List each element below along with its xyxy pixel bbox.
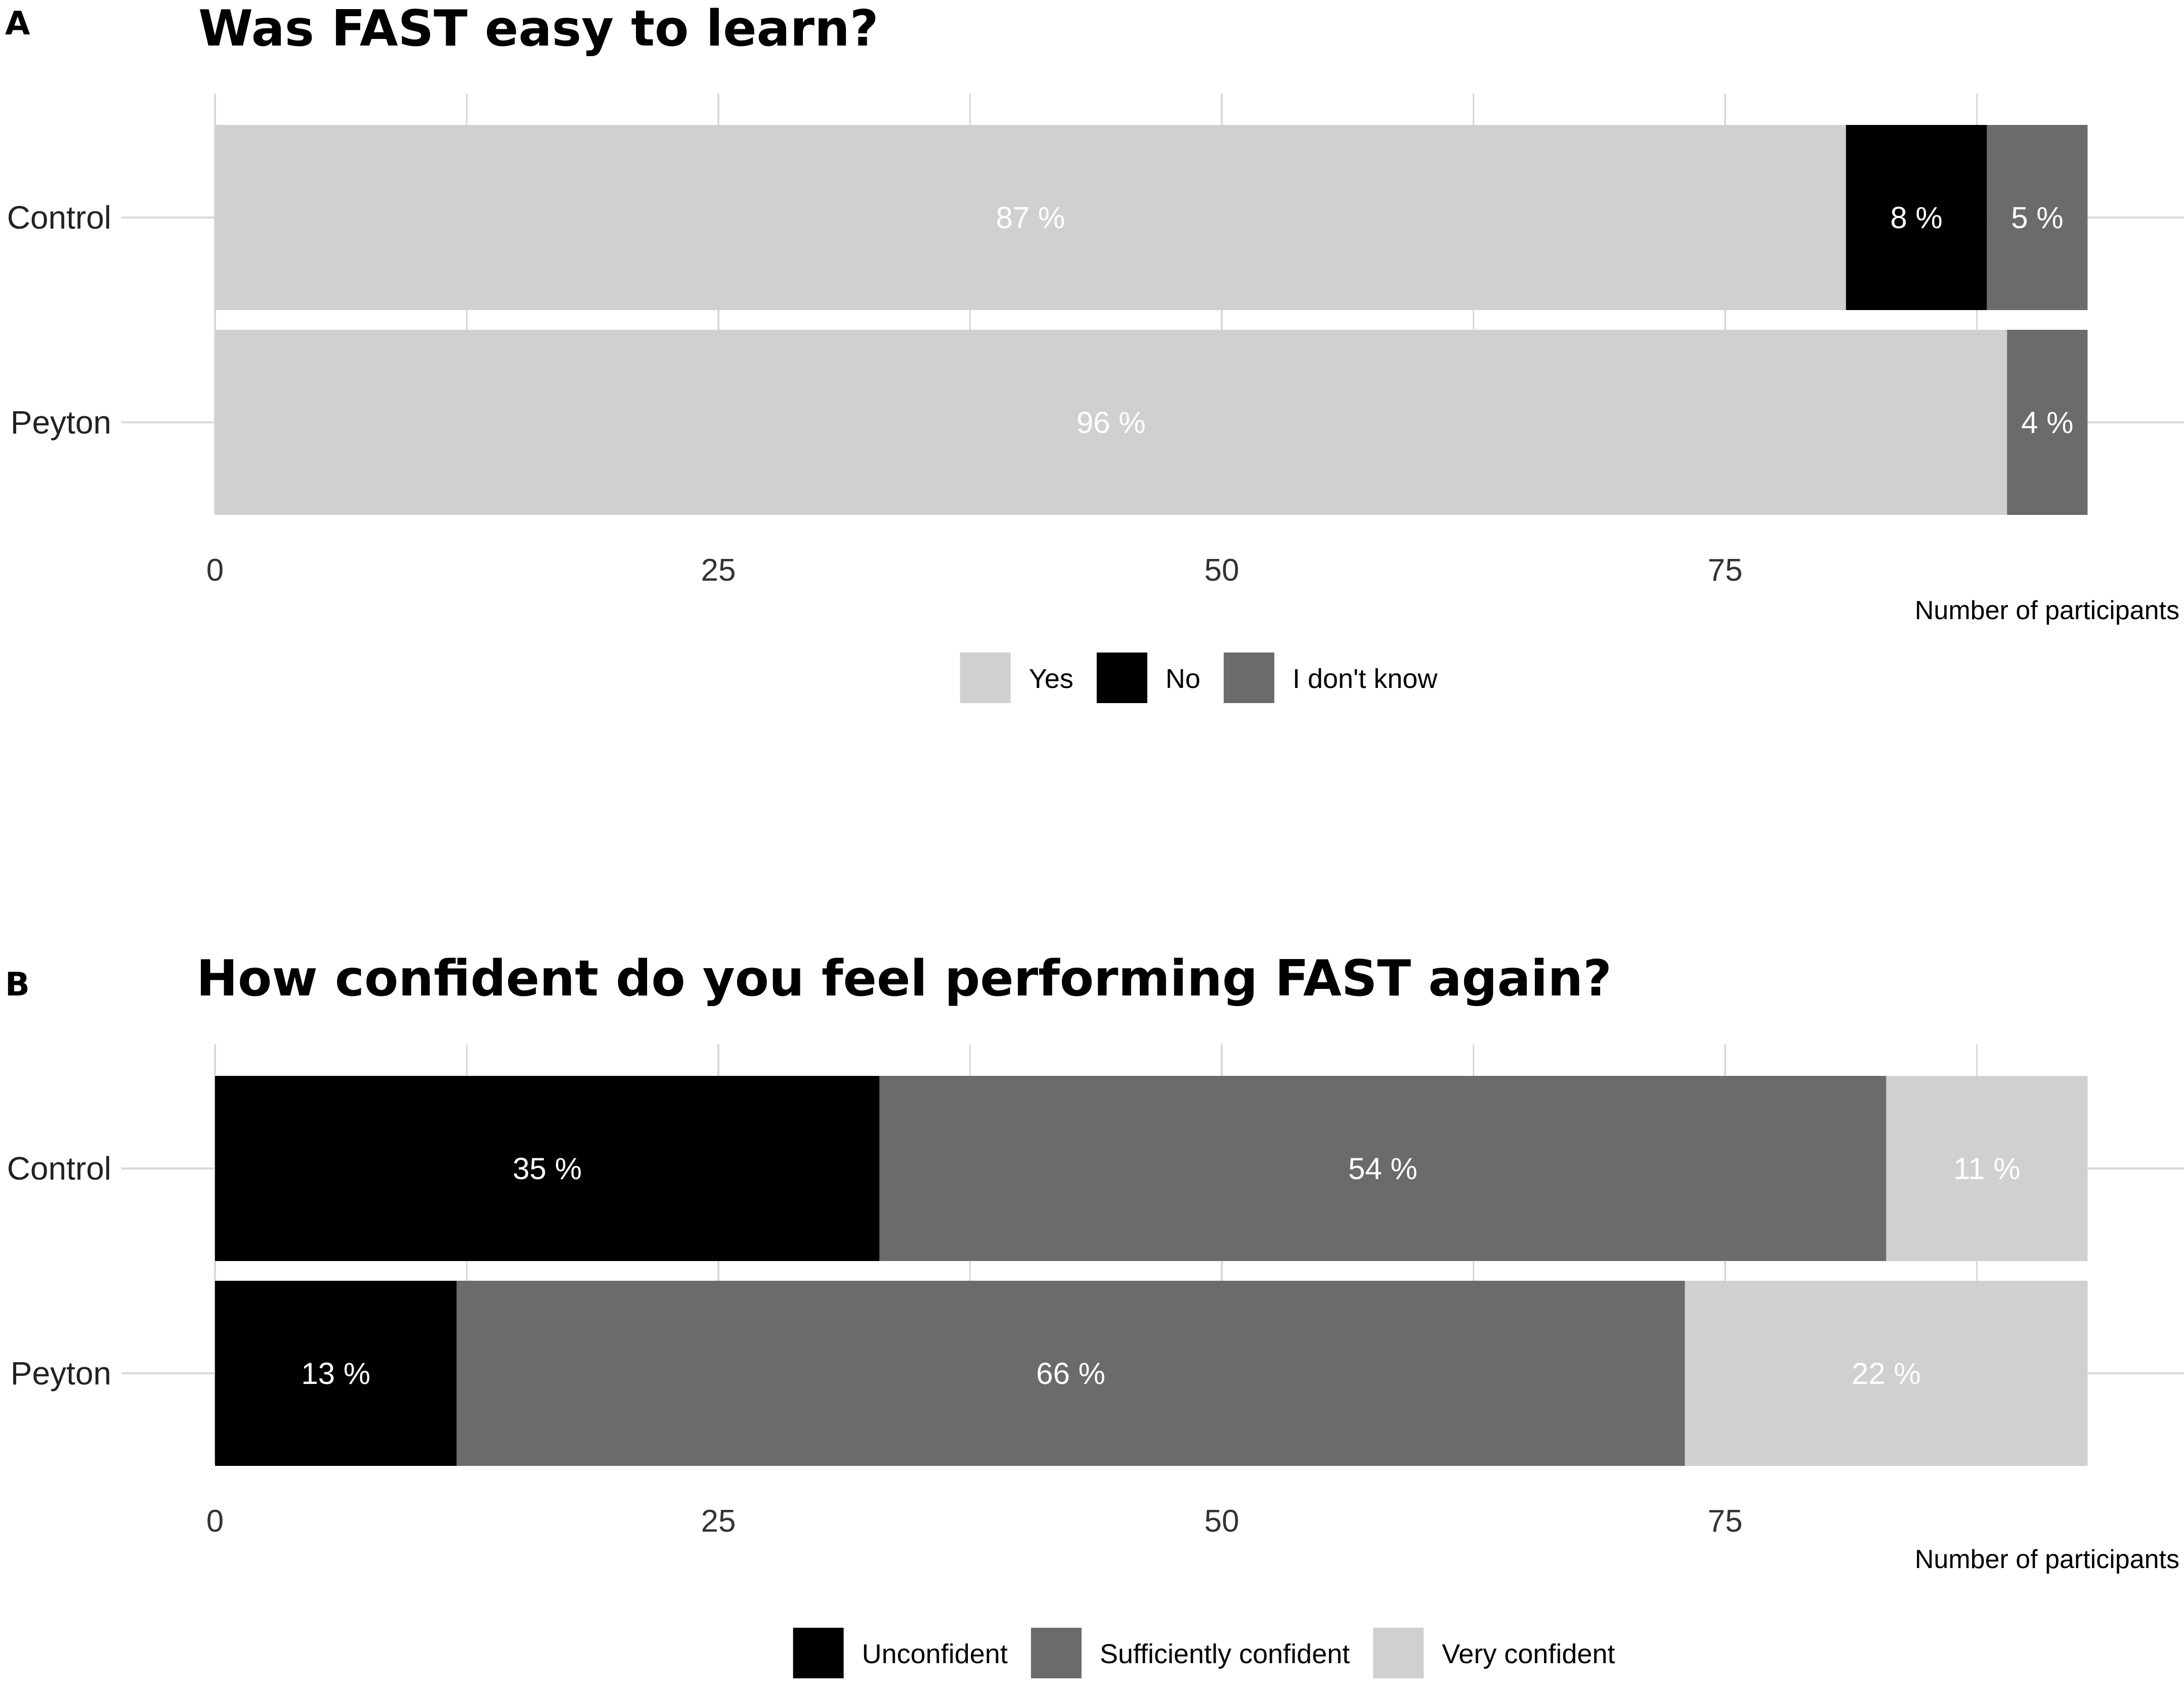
legend-label: Sufficiently confident (1100, 1639, 1350, 1669)
legend-label: Very confident (1442, 1639, 1615, 1669)
legend: Unconfident Sufficiently confident Very co… (793, 1628, 1615, 1678)
chart-title: How confident do you feel performing FAS… (196, 950, 1612, 1008)
legend-label: Yes (1029, 664, 1074, 694)
legend-key (1031, 1628, 1082, 1678)
bar-segment (456, 1281, 1685, 1466)
panel-letter: A (5, 5, 30, 42)
data-label: 4 % (2021, 406, 2073, 440)
bar-segment (1685, 1281, 2088, 1466)
bar-segment (215, 1076, 880, 1261)
legend: Yes No I don't know (960, 653, 1438, 703)
data-label: 13 % (301, 1357, 370, 1391)
data-label: 96 % (1077, 406, 1146, 440)
category-label: Control (7, 199, 111, 236)
x-axis-label: Number of participants (1915, 596, 2179, 625)
x-tick-label: 0 (206, 1504, 224, 1539)
bar-segment (1987, 125, 2088, 310)
x-tick-label: 25 (701, 1504, 736, 1539)
legend-key (1223, 653, 1274, 703)
panel-a: A Was FAST easy to learn? 87 % 8 % 5 % 96 %… (5, 0, 2184, 703)
x-tick-label: 50 (1205, 1504, 1239, 1539)
legend-label: I don't know (1293, 664, 1438, 694)
bar-segment (215, 125, 1846, 310)
category-labels: Control Peyton (7, 1150, 111, 1392)
x-tick-label: 50 (1205, 553, 1239, 588)
data-label: 22 % (1852, 1357, 1921, 1391)
data-label: 8 % (1890, 201, 1942, 235)
chart-title: Was FAST easy to learn? (198, 0, 879, 58)
bar-segment (1886, 1076, 2088, 1261)
bar-segment (215, 330, 2007, 515)
panel-letter: B (5, 966, 30, 1004)
x-tick-labels: 0 25 50 75 (206, 1504, 1743, 1539)
segment-labels: 87 % 8 % 5 % 96 % 4 % (996, 201, 2074, 440)
legend-key (793, 1628, 844, 1678)
legend-key (1373, 1628, 1424, 1678)
x-tick-labels: 0 25 50 75 (206, 553, 1743, 588)
category-label: Peyton (11, 1355, 111, 1392)
bars (215, 1076, 2088, 1466)
data-label: 35 % (512, 1152, 582, 1186)
legend-key (960, 653, 1011, 703)
bar-segment (215, 1281, 457, 1466)
bars (215, 125, 2088, 515)
category-label: Control (7, 1150, 111, 1187)
legend-label: No (1166, 664, 1201, 694)
data-label: 5 % (2011, 201, 2063, 235)
x-axis-label: Number of participants (1915, 1545, 2179, 1574)
bar-segment (879, 1076, 1887, 1261)
bar-segment (1846, 125, 1987, 310)
data-label: 66 % (1036, 1357, 1105, 1391)
legend-label: Unconfident (862, 1639, 1008, 1669)
data-label: 87 % (996, 201, 1065, 235)
x-tick-label: 75 (1708, 1504, 1743, 1539)
x-tick-label: 0 (206, 553, 224, 588)
category-labels: Control Peyton (7, 199, 111, 441)
segment-labels: 35 % 54 % 11 % 13 % 66 % 22 % (301, 1152, 2020, 1391)
x-tick-label: 75 (1708, 553, 1743, 588)
bar-segment (2007, 330, 2088, 515)
data-label: 54 % (1348, 1152, 1418, 1186)
data-label: 11 % (1953, 1152, 2020, 1186)
legend-key (1096, 653, 1147, 703)
panel-b: B How confident do you feel performing F… (5, 950, 2184, 1678)
x-tick-label: 25 (701, 553, 736, 588)
category-label: Peyton (11, 404, 111, 441)
